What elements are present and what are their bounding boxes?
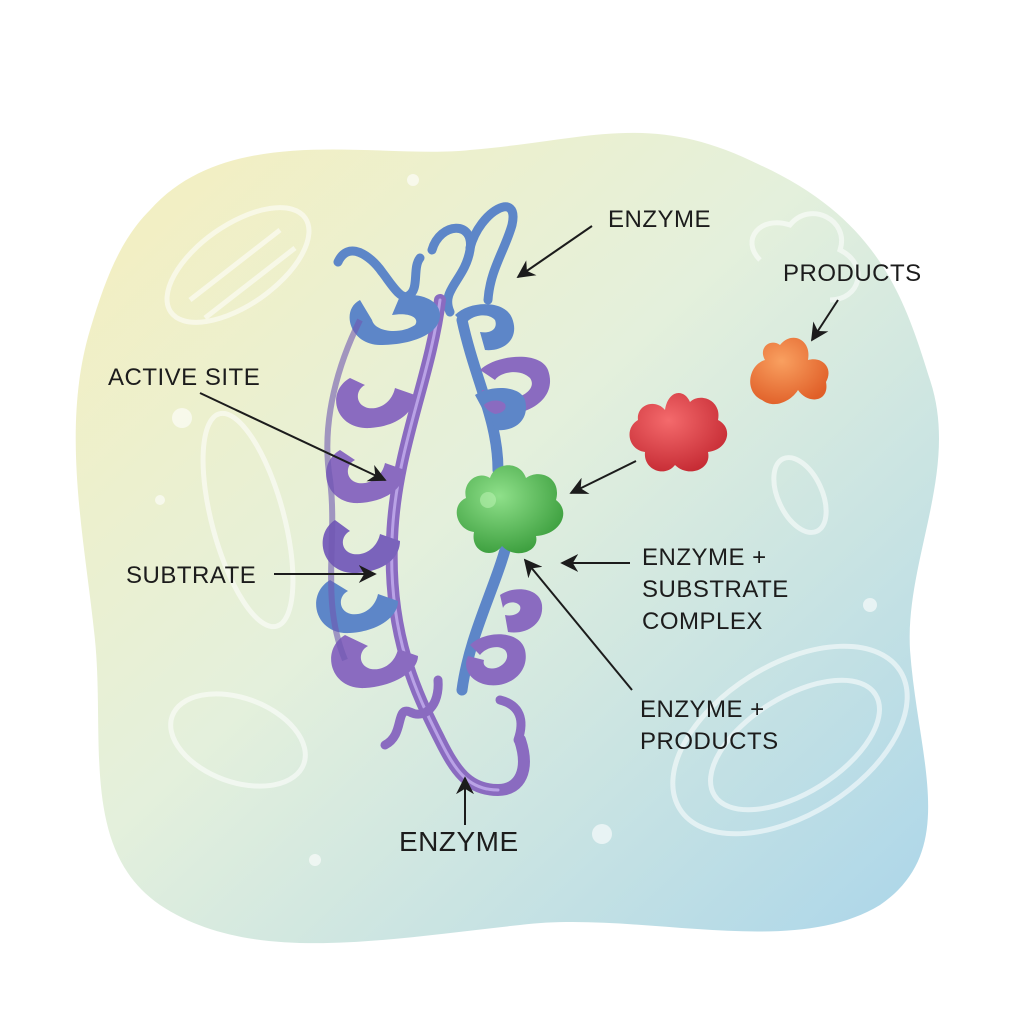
label-products-top: PRODUCTS xyxy=(783,260,922,287)
label-enzyme-products-line2: PRODUCTS xyxy=(640,728,779,755)
background-bubbles xyxy=(155,155,877,866)
helix-coil-r1 xyxy=(455,304,515,351)
label-enzyme-products-line1: ENZYME + xyxy=(640,696,765,723)
label-enzyme-top: ENZYME xyxy=(608,206,712,233)
background-organelles xyxy=(164,205,910,837)
arrow-enzyme-top xyxy=(516,225,593,279)
label-active-site: ACTIVE SITE xyxy=(108,364,261,391)
left-helix xyxy=(316,294,440,689)
right-helix xyxy=(455,304,551,686)
helix-coil-1 xyxy=(349,294,440,345)
label-complex-line1: ENZYME + xyxy=(642,544,767,571)
label-enzyme-bottom: ENZYME xyxy=(399,826,519,857)
arrow-active-site xyxy=(199,392,387,482)
helix-coil-2 xyxy=(336,378,415,429)
top-loop-right xyxy=(465,202,518,305)
label-complex-line2: SUBSTRATE xyxy=(642,576,789,603)
helix-coil-r4 xyxy=(500,589,543,633)
red-molecule xyxy=(629,392,728,472)
arrow-enzyme-products xyxy=(523,558,633,691)
pointer-arrows xyxy=(199,225,839,825)
central-strand-purple-hi xyxy=(390,298,500,792)
arrow-red-to-green xyxy=(569,460,637,494)
helix-spine xyxy=(324,318,363,662)
substrate-highlight xyxy=(480,492,496,508)
substrate-green-molecule xyxy=(456,465,564,554)
label-subtrate: SUBTRATE xyxy=(126,562,257,589)
helix-coil-3 xyxy=(326,450,405,504)
bottom-loop-left xyxy=(380,675,443,750)
product-orange-molecule xyxy=(750,337,829,405)
label-complex-line3: COMPLEX xyxy=(642,608,763,635)
arrow-products-top xyxy=(811,299,839,342)
helix-coil-r3 xyxy=(475,388,526,431)
bottom-loop-right xyxy=(495,695,526,745)
helix-coil-6 xyxy=(331,635,418,689)
top-loop-left xyxy=(333,246,425,301)
helix-coil-r5 xyxy=(466,634,526,686)
helix-coil-r2 xyxy=(480,356,551,416)
helix-coil-4 xyxy=(322,520,400,574)
